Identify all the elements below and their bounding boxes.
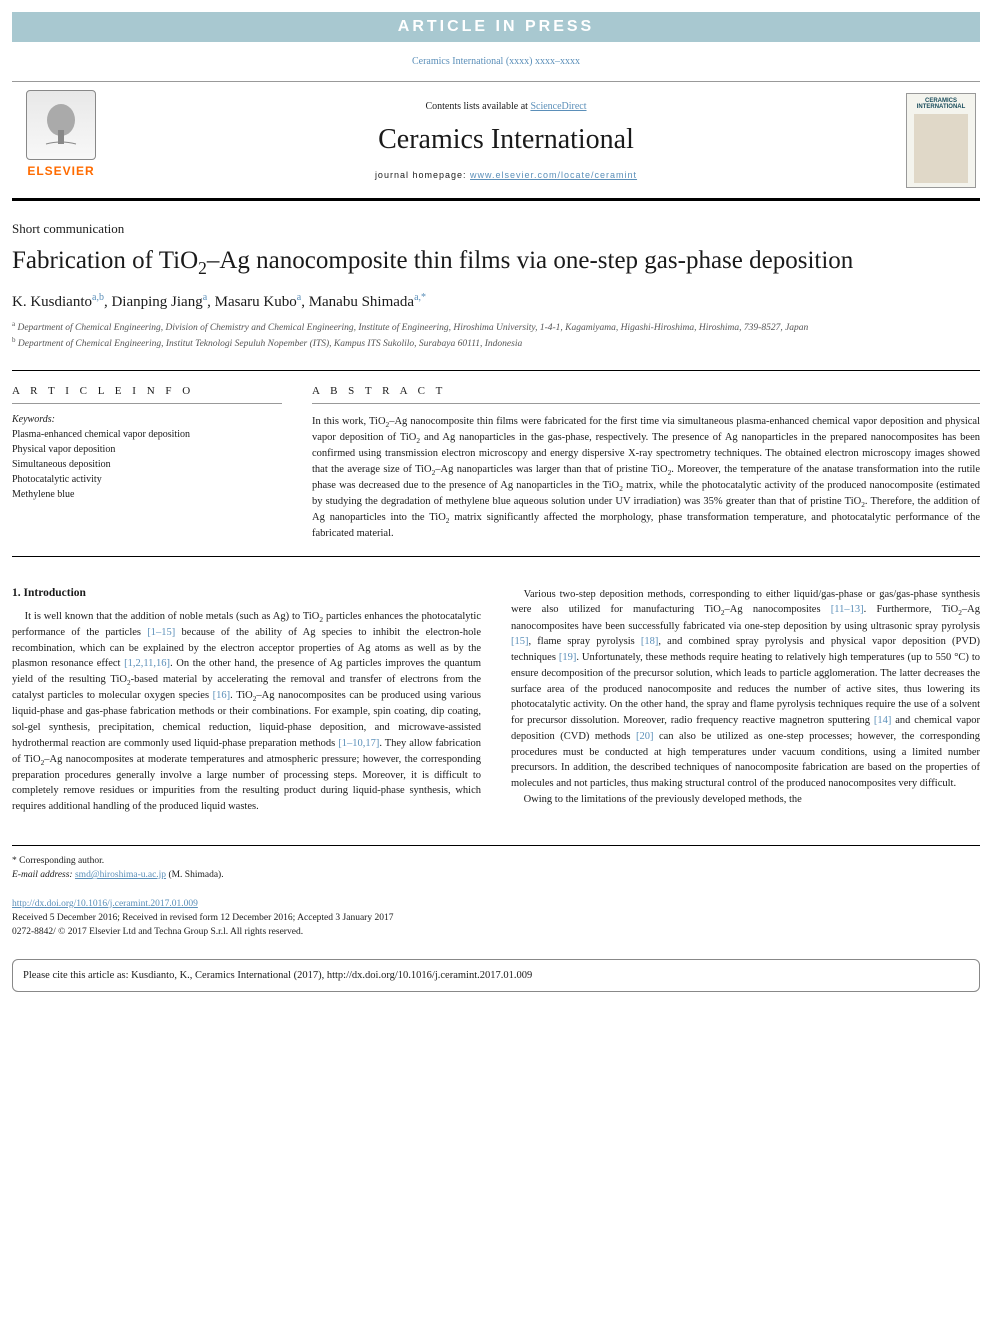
author-affiliation-sup: a <box>297 292 301 303</box>
elsevier-logo[interactable]: ELSEVIER <box>16 90 106 190</box>
journal-reference: Ceramics International (xxxx) xxxx–xxxx <box>12 56 980 67</box>
authors-line: K. Kusdiantoa,b, Dianping Jianga, Masaru… <box>12 292 980 311</box>
keywords-list: Plasma-enhanced chemical vapor depositio… <box>12 427 282 502</box>
received-dates: Received 5 December 2016; Received in re… <box>12 911 980 925</box>
author-name[interactable]: Masaru Kubo <box>215 294 297 310</box>
journal-cover-thumbnail[interactable]: CERAMICS INTERNATIONAL <box>906 93 976 188</box>
body-column-right: Various two-step deposition methods, cor… <box>511 587 980 815</box>
email-link[interactable]: smd@hiroshima-u.ac.jp <box>75 870 166 880</box>
contents-prefix: Contents lists available at <box>425 101 530 112</box>
intro-paragraph-3: Owing to the limitations of the previous… <box>511 792 980 808</box>
abstract-text: In this work, TiO2–Ag nanocomposite thin… <box>312 414 980 542</box>
keyword-item: Physical vapor deposition <box>12 442 282 457</box>
email-label: E-mail address: <box>12 870 75 880</box>
email-author-suffix: (M. Shimada). <box>166 870 224 880</box>
cover-image-placeholder <box>914 114 968 183</box>
elsevier-brand-text: ELSEVIER <box>27 164 94 178</box>
homepage-link[interactable]: www.elsevier.com/locate/ceramint <box>470 170 637 180</box>
section-1-heading: 1. Introduction <box>12 587 481 599</box>
keywords-label: Keywords: <box>12 414 282 425</box>
author-affiliation-sup: a,b <box>92 292 104 303</box>
article-in-press-banner: ARTICLE IN PRESS <box>12 12 980 42</box>
corresponding-author-note: * Corresponding author. <box>12 854 980 868</box>
keyword-item: Simultaneous deposition <box>12 457 282 472</box>
doi-link[interactable]: http://dx.doi.org/10.1016/j.ceramint.201… <box>12 899 198 909</box>
journal-title-large: Ceramics International <box>106 124 906 156</box>
author-affiliation-sup: a,* <box>414 292 426 303</box>
cite-as-box: Please cite this article as: Kusdianto, … <box>12 959 980 992</box>
info-abstract-row: A R T I C L E I N F O Keywords: Plasma-e… <box>12 370 980 557</box>
copyright-line: 0272-8842/ © 2017 Elsevier Ltd and Techn… <box>12 925 980 939</box>
body-two-columns: 1. Introduction It is well known that th… <box>12 587 980 815</box>
journal-header: ELSEVIER Contents lists available at Sci… <box>12 81 980 201</box>
author-name[interactable]: Dianping Jiang <box>111 294 202 310</box>
article-info-column: A R T I C L E I N F O Keywords: Plasma-e… <box>12 385 282 542</box>
contents-available-line: Contents lists available at ScienceDirec… <box>106 101 906 112</box>
article-title: Fabrication of TiO2–Ag nanocomposite thi… <box>12 245 980 280</box>
abstract-header: A B S T R A C T <box>312 385 980 404</box>
intro-paragraph-2: Various two-step deposition methods, cor… <box>511 587 980 792</box>
abstract-column: A B S T R A C T In this work, TiO2–Ag na… <box>312 385 980 542</box>
keyword-item: Photocatalytic activity <box>12 472 282 487</box>
article-info-header: A R T I C L E I N F O <box>12 385 282 404</box>
author-name[interactable]: Manabu Shimada <box>309 294 414 310</box>
article-type-label: Short communication <box>12 221 980 237</box>
cover-title-text: CERAMICS INTERNATIONAL <box>911 98 971 110</box>
footnotes-block: * Corresponding author. E-mail address: … <box>12 845 980 940</box>
homepage-label: journal homepage: <box>375 170 470 180</box>
affiliation-line: a Department of Chemical Engineering, Di… <box>12 319 980 335</box>
affiliations-block: a Department of Chemical Engineering, Di… <box>12 319 980 352</box>
elsevier-tree-icon <box>26 90 96 160</box>
header-center: Contents lists available at ScienceDirec… <box>106 101 906 180</box>
homepage-line: journal homepage: www.elsevier.com/locat… <box>106 170 906 180</box>
sciencedirect-link[interactable]: ScienceDirect <box>530 101 586 112</box>
keyword-item: Methylene blue <box>12 487 282 502</box>
author-affiliation-sup: a <box>203 292 207 303</box>
keyword-item: Plasma-enhanced chemical vapor depositio… <box>12 427 282 442</box>
affiliation-line: b Department of Chemical Engineering, In… <box>12 335 980 351</box>
intro-paragraph-1: It is well known that the addition of no… <box>12 609 481 815</box>
author-name[interactable]: K. Kusdianto <box>12 294 92 310</box>
body-column-left: 1. Introduction It is well known that th… <box>12 587 481 815</box>
email-line: E-mail address: smd@hiroshima-u.ac.jp (M… <box>12 868 980 882</box>
